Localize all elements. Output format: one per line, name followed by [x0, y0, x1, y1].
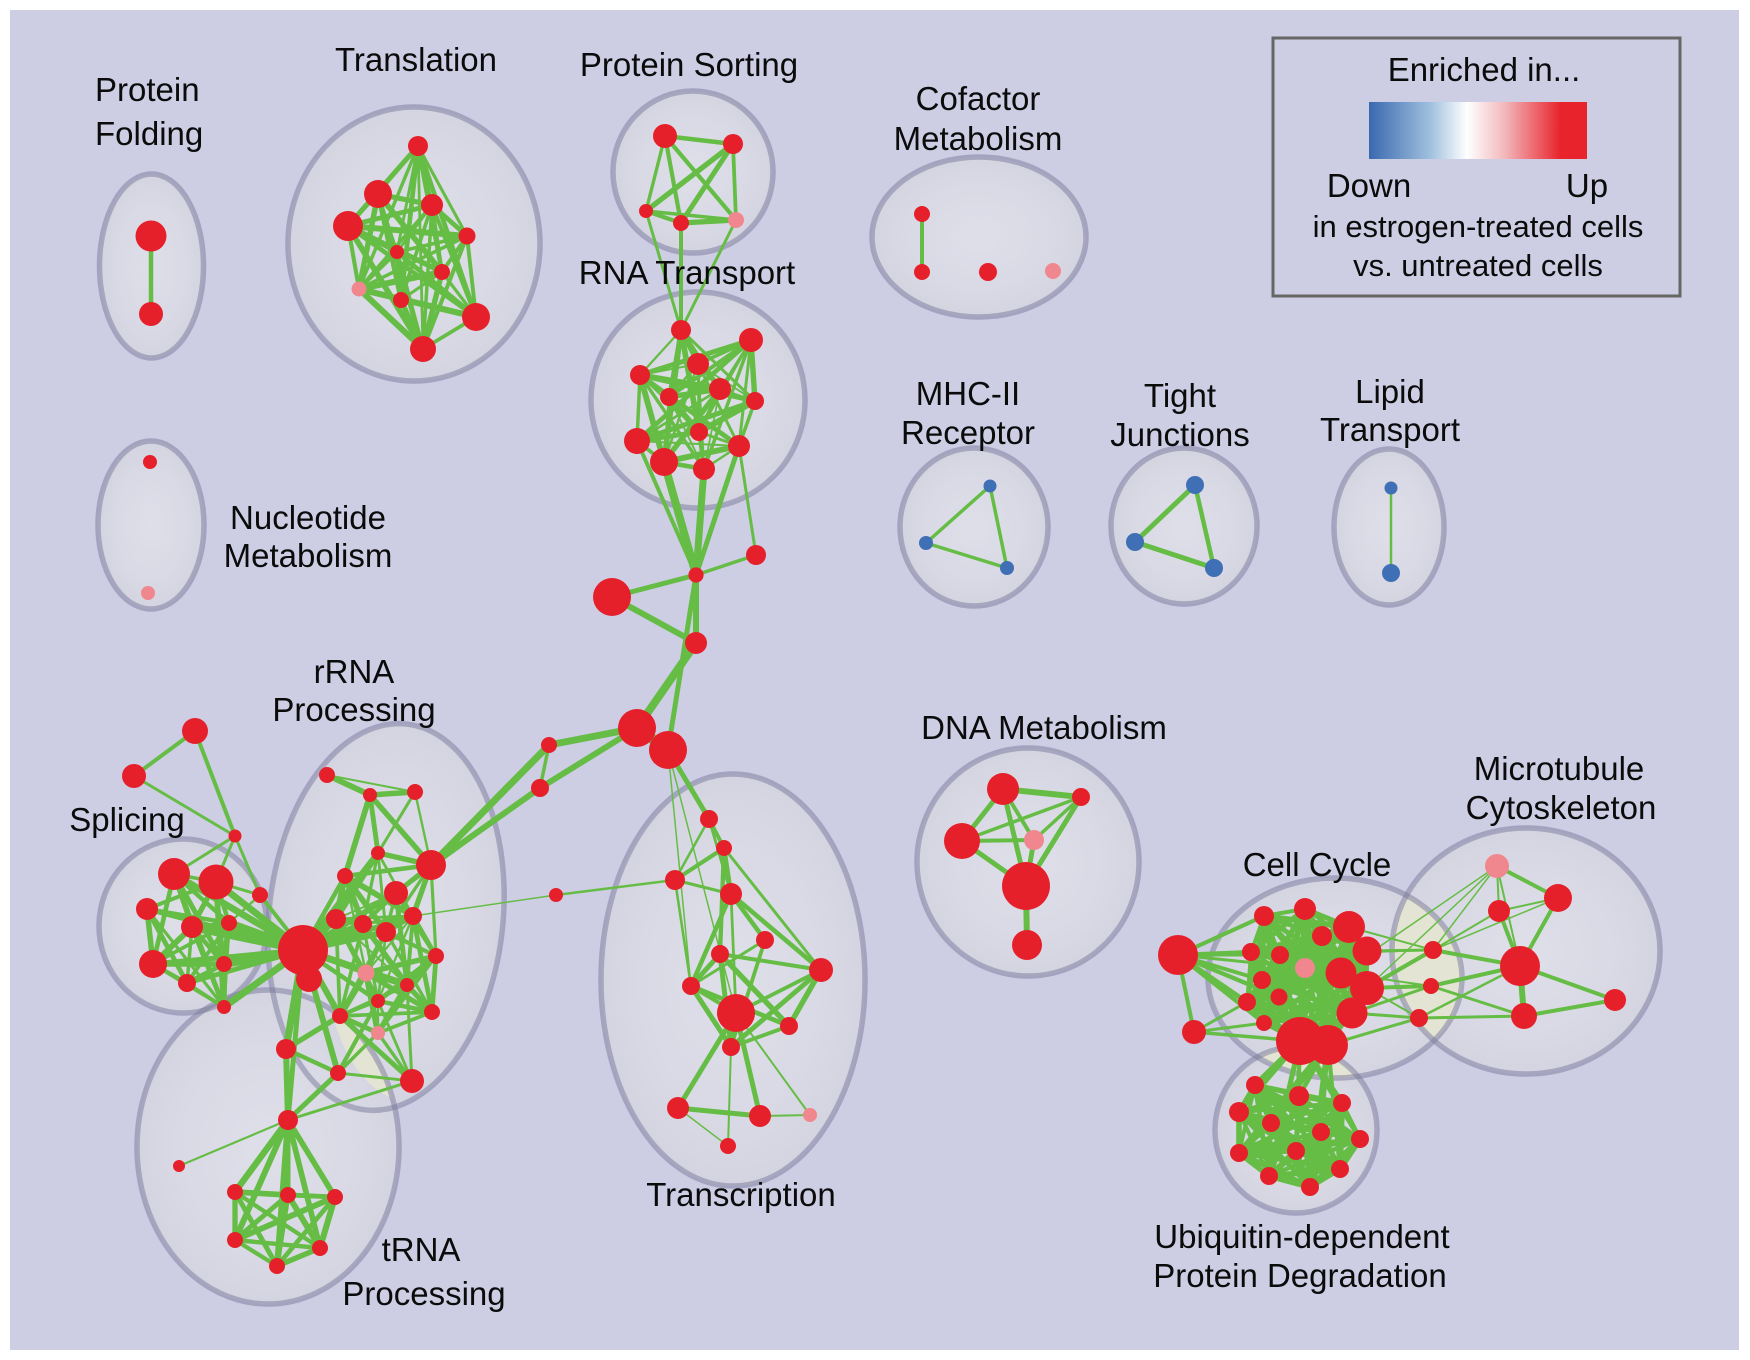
svg-text:RNA Transport: RNA Transport — [579, 254, 795, 291]
svg-text:vs. untreated cells: vs. untreated cells — [1353, 248, 1603, 283]
svg-text:Ubiquitin-dependent: Ubiquitin-dependent — [1154, 1218, 1449, 1255]
svg-text:Protein Sorting: Protein Sorting — [580, 46, 798, 83]
svg-text:Splicing: Splicing — [69, 801, 185, 838]
svg-text:DNA Metabolism: DNA Metabolism — [921, 709, 1167, 746]
svg-text:Metabolism: Metabolism — [894, 120, 1063, 157]
svg-text:tRNA: tRNA — [382, 1231, 461, 1268]
svg-text:Nucleotide: Nucleotide — [230, 499, 386, 536]
svg-text:Translation: Translation — [335, 41, 497, 78]
svg-text:Folding: Folding — [95, 115, 203, 152]
svg-text:Transcription: Transcription — [646, 1176, 836, 1213]
svg-text:Cofactor: Cofactor — [916, 80, 1041, 117]
svg-text:MHC-II: MHC-II — [916, 375, 1020, 412]
svg-text:Enriched in...: Enriched in... — [1388, 51, 1581, 88]
svg-text:in estrogen-treated cells: in estrogen-treated cells — [1313, 209, 1644, 244]
svg-text:Junctions: Junctions — [1110, 416, 1249, 453]
svg-text:Receptor: Receptor — [901, 414, 1035, 451]
svg-text:Metabolism: Metabolism — [224, 537, 393, 574]
svg-text:Microtubule: Microtubule — [1474, 750, 1645, 787]
svg-text:Tight: Tight — [1144, 377, 1216, 414]
svg-text:Processing: Processing — [272, 691, 435, 728]
svg-text:Lipid: Lipid — [1355, 373, 1425, 410]
svg-text:Protein Degradation: Protein Degradation — [1153, 1257, 1447, 1294]
svg-text:Cytoskeleton: Cytoskeleton — [1466, 789, 1657, 826]
svg-text:Transport: Transport — [1320, 411, 1460, 448]
svg-text:Cell Cycle: Cell Cycle — [1243, 846, 1392, 883]
svg-text:Down: Down — [1327, 167, 1411, 204]
svg-text:Processing: Processing — [342, 1275, 505, 1312]
svg-text:Up: Up — [1566, 167, 1608, 204]
svg-text:Protein: Protein — [95, 71, 200, 108]
svg-text:rRNA: rRNA — [314, 653, 395, 690]
